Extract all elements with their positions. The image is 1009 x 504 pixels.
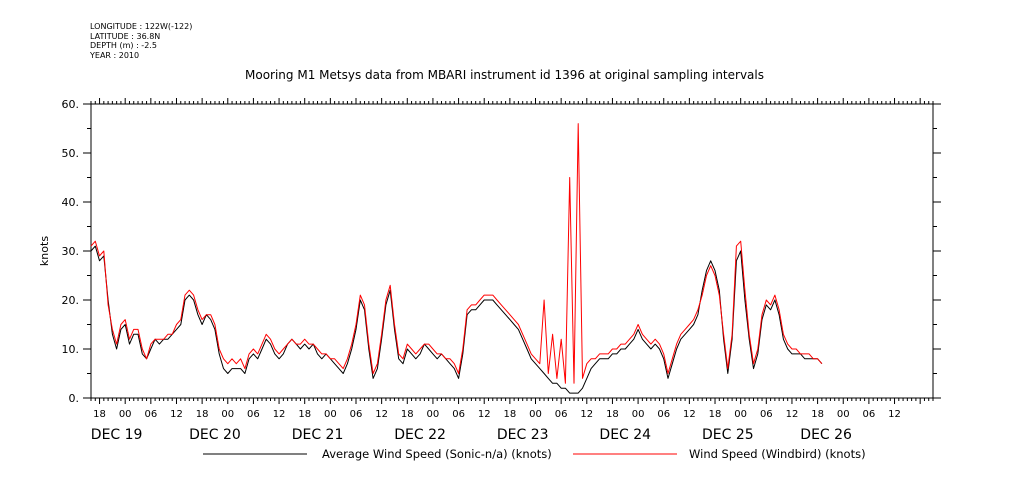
y-tick-label: 30.: [62, 245, 80, 258]
x-hour-label: 00: [324, 409, 337, 420]
year-label: YEAR : 2010: [90, 50, 140, 60]
x-hour-label: 18: [196, 409, 209, 420]
x-hour-label: 06: [452, 409, 465, 420]
y-tick-label: 10.: [62, 343, 80, 356]
x-hour-label: 00: [427, 409, 440, 420]
x-hour-label: 00: [119, 409, 132, 420]
y-tick-label: 0.: [69, 392, 80, 405]
x-hour-label: 00: [734, 409, 747, 420]
x-hour-label: 00: [221, 409, 234, 420]
x-hour-label: 18: [606, 409, 619, 420]
x-day-label: DEC 19: [91, 427, 143, 443]
x-hour-label: 12: [170, 409, 183, 420]
x-hour-label: 06: [144, 409, 157, 420]
depth-label: DEPTH (m) : -2.5: [90, 41, 157, 50]
x-day-label: DEC 21: [292, 427, 344, 443]
series-layer: [90, 123, 823, 394]
x-hour-label: 06: [863, 409, 876, 420]
x-day-label: DEC 25: [702, 427, 754, 443]
latitude-label: LATITUDE : 36.8N: [90, 31, 161, 41]
y-tick-label: 50.: [62, 147, 80, 160]
x-day-label: DEC 24: [599, 427, 651, 443]
x-hour-label: 12: [683, 409, 696, 420]
x-day-label: DEC 20: [189, 427, 241, 443]
x-hour-label: 06: [350, 409, 363, 420]
y-tick-label: 20.: [62, 294, 80, 307]
series-line-2: [90, 123, 823, 384]
x-hour-label: 06: [760, 409, 773, 420]
x-hour-label: 00: [529, 409, 542, 420]
x-hour-label: 18: [709, 409, 722, 420]
legend: Average Wind Speed (Sonic-n/a) (knots) Wi…: [203, 447, 866, 461]
x-axis: 18 00 06 12 18 00 06 12 18 00 06 12 18 00 06 12 18 00 06 12…: [90, 98, 934, 443]
x-hour-label: 12: [375, 409, 388, 420]
x-hour-label: 06: [555, 409, 568, 420]
x-hour-label: 18: [503, 409, 516, 420]
x-hour-label: 00: [632, 409, 645, 420]
x-hour-label: 18: [298, 409, 311, 420]
x-day-label: DEC 22: [394, 427, 446, 443]
y-axis: 0. 10. 20. 30. 40. 50. 60.: [62, 98, 941, 405]
x-hour-label: 12: [273, 409, 286, 420]
x-day-label: DEC 26: [800, 427, 852, 443]
y-axis-label: knots: [38, 236, 51, 266]
x-hour-label: 18: [401, 409, 414, 420]
x-hour-label: 06: [247, 409, 260, 420]
legend-label: Wind Speed (Windbird) (knots): [689, 447, 866, 461]
x-hour-label: 00: [837, 409, 850, 420]
x-hour-label: 18: [93, 409, 106, 420]
x-hour-label: 12: [478, 409, 491, 420]
chart-title: Mooring M1 Metsys data from MBARI instru…: [245, 68, 764, 82]
x-hour-label: 12: [786, 409, 799, 420]
x-day-label: DEC 23: [497, 427, 549, 443]
x-hour-label: 06: [657, 409, 670, 420]
longitude-label: LONGITUDE : 122W(-122): [90, 22, 193, 31]
y-tick-label: 40.: [62, 196, 80, 209]
station-metadata: LONGITUDE : 122W(-122) LATITUDE : 36.8N …: [90, 22, 192, 60]
x-hour-label: 12: [580, 409, 593, 420]
legend-label: Average Wind Speed (Sonic-n/a) (knots): [322, 447, 552, 461]
x-hour-label: 18: [811, 409, 824, 420]
x-hour-label: 12: [888, 409, 901, 420]
y-tick-label: 60.: [62, 98, 80, 111]
